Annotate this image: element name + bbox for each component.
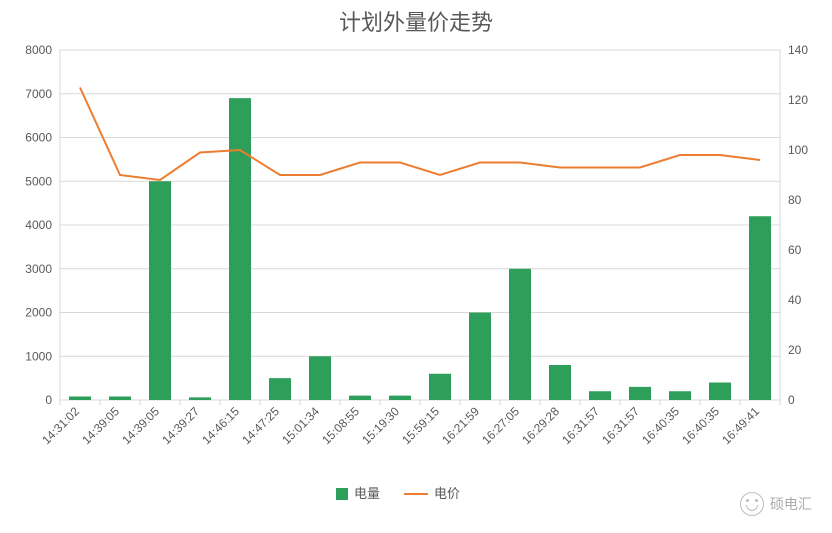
bar bbox=[149, 181, 171, 400]
bar bbox=[69, 397, 91, 401]
y-left-tick: 3000 bbox=[25, 262, 52, 276]
bar bbox=[229, 98, 251, 400]
bar bbox=[389, 396, 411, 400]
bar bbox=[349, 396, 371, 400]
bar bbox=[589, 391, 611, 400]
bar bbox=[269, 378, 291, 400]
y-left-tick: 1000 bbox=[25, 349, 52, 363]
y-right-tick: 120 bbox=[788, 93, 808, 107]
y-right-tick: 20 bbox=[788, 343, 802, 357]
y-right-tick: 80 bbox=[788, 193, 802, 207]
bar bbox=[189, 397, 211, 400]
y-left-tick: 5000 bbox=[25, 174, 52, 188]
y-right-tick: 40 bbox=[788, 293, 802, 307]
bar bbox=[509, 269, 531, 400]
y-left-tick: 0 bbox=[45, 393, 52, 407]
y-left-tick: 4000 bbox=[25, 218, 52, 232]
y-right-tick: 60 bbox=[788, 243, 802, 257]
bar bbox=[709, 383, 731, 401]
bar bbox=[109, 397, 131, 401]
wechat-icon bbox=[740, 492, 764, 516]
chart-container: 计划外量价走势010002000300040005000600070008000… bbox=[0, 0, 832, 528]
chart-title: 计划外量价走势 bbox=[339, 10, 493, 35]
bar bbox=[469, 313, 491, 401]
bar bbox=[549, 365, 571, 400]
y-left-tick: 6000 bbox=[25, 131, 52, 145]
legend-swatch bbox=[336, 488, 348, 500]
y-left-tick: 8000 bbox=[25, 43, 52, 57]
y-right-tick: 100 bbox=[788, 143, 808, 157]
y-left-tick: 7000 bbox=[25, 87, 52, 101]
bar bbox=[669, 391, 691, 400]
combo-chart: 计划外量价走势010002000300040005000600070008000… bbox=[0, 0, 832, 528]
bar bbox=[429, 374, 451, 400]
bar bbox=[749, 216, 771, 400]
legend-label: 电量 bbox=[354, 486, 380, 501]
legend-label: 电价 bbox=[434, 486, 460, 501]
watermark: 硕电汇 bbox=[740, 492, 812, 516]
watermark-text: 硕电汇 bbox=[770, 494, 812, 514]
y-right-tick: 0 bbox=[788, 393, 795, 407]
bar bbox=[309, 356, 331, 400]
y-right-tick: 140 bbox=[788, 43, 808, 57]
y-left-tick: 2000 bbox=[25, 306, 52, 320]
bar bbox=[629, 387, 651, 400]
